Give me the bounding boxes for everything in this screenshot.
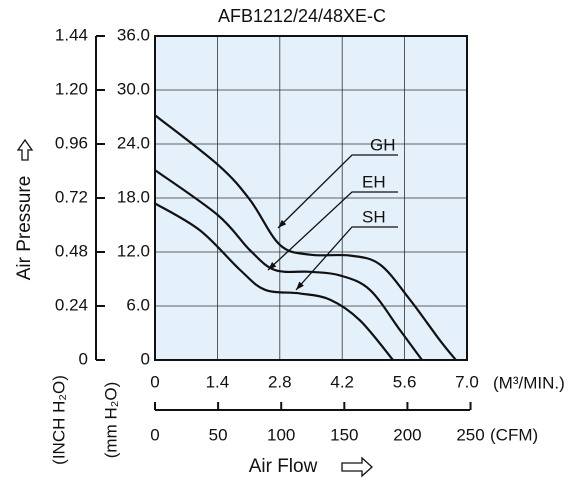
y2-tick-label: 0.96: [55, 133, 88, 152]
curve: [154, 169, 423, 361]
y2-tick-label: 0.72: [55, 187, 88, 206]
x-tick-label: 0: [150, 372, 159, 391]
y-tick-label: 0: [141, 349, 150, 368]
leader-line: [295, 226, 398, 291]
leader-arrow: [268, 261, 277, 270]
y-arrow: [16, 138, 34, 161]
y-unit-label: (mm H₂O): [101, 382, 120, 458]
y-tick-label: 18.0: [117, 187, 150, 206]
series-label: GH: [370, 135, 396, 154]
leader-line: [277, 154, 398, 229]
series-label: EH: [362, 172, 386, 191]
y-tick-label: 30.0: [117, 79, 150, 98]
x2-tick-label: 0: [150, 425, 159, 444]
x-tick-label: 4.2: [330, 372, 354, 391]
leader-arrow: [296, 281, 304, 290]
y2-tick-label: 0.48: [55, 241, 88, 260]
y2-tick-label: 1.44: [55, 25, 88, 44]
x2-tick-label: 200: [393, 425, 421, 444]
y2-tick-label: 0.24: [55, 295, 88, 314]
x-tick-label: 7.0: [455, 372, 479, 391]
x2-tick-label: 50: [209, 425, 228, 444]
y2-tick-label: 0: [79, 349, 88, 368]
x-tick-label: 5.6: [393, 372, 417, 391]
y2-tick-label: 1.20: [55, 79, 88, 98]
chart-title: AFB1212/24/48XE-C: [218, 6, 386, 26]
x2-unit-label: (CFM): [490, 425, 538, 444]
y-tick-label: 6.0: [126, 295, 150, 314]
x2-tick-label: 250: [456, 425, 484, 444]
x-tick-label: 2.8: [268, 372, 292, 391]
y-tick-label: 12.0: [117, 241, 150, 260]
leader-line: [267, 191, 398, 271]
x-tick-label: 1.4: [206, 372, 230, 391]
plot-frame: [154, 35, 468, 361]
y2-unit-label: (INCH H₂O): [49, 375, 68, 465]
leader-arrow: [278, 219, 287, 228]
x2-tick-label: 150: [330, 425, 358, 444]
y-tick-label: 24.0: [117, 133, 150, 152]
x2-tick-label: 100: [267, 425, 295, 444]
y-tick-label: 36.0: [117, 25, 150, 44]
series-label: SH: [362, 207, 386, 226]
x-unit-label: (M³/MIN.): [493, 373, 565, 392]
x-arrow: [341, 456, 373, 478]
y-axis-title: Air Pressure: [14, 176, 35, 281]
curve: [154, 202, 394, 361]
x-axis-title: Air Flow: [249, 456, 318, 477]
